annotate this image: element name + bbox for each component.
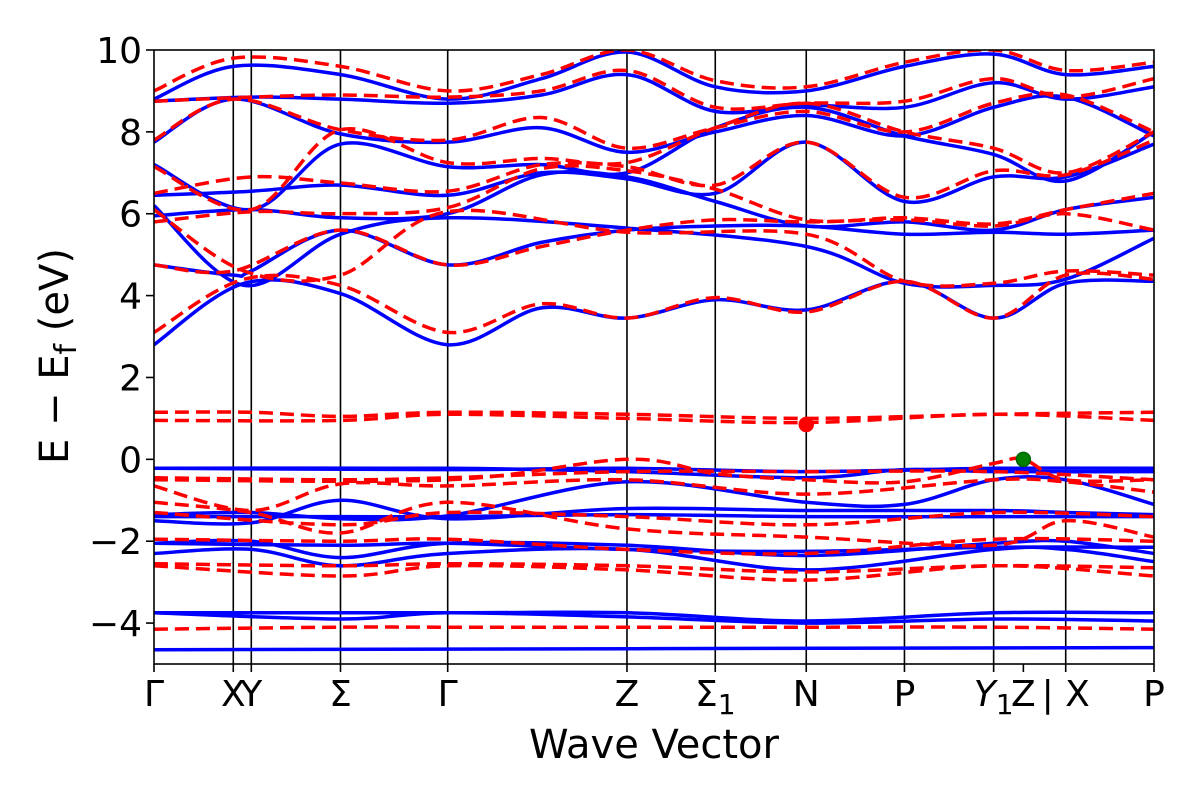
dashed-band-11 [154,271,1154,335]
vbm-marker [1015,451,1032,468]
cbm-marker [798,416,815,433]
solid-band-13 [154,204,1154,289]
series-dashed [154,50,1154,631]
dashed-band-5 [154,510,1154,527]
x-tick-label-4: Γ [438,674,458,715]
solid-band-2 [154,611,1154,625]
y-tick-label-6: −2 [89,522,142,563]
plot-background [154,50,1154,664]
dashed-band-13 [154,208,1154,288]
extremum-markers [153,49,1155,665]
dashed-band-16 [154,101,1154,212]
dashed-band-7 [154,469,1154,482]
bands [154,50,1154,652]
solid-band-14 [154,169,1154,233]
x-tick-label-3: Σ [329,674,352,715]
solid-band-4 [154,538,1154,560]
x-tick-label-12: P [1143,674,1165,715]
y-tick-label-7: −4 [89,604,142,645]
dashed-band-17 [154,91,1154,150]
plot-frame [153,49,1155,665]
dashed-band-18 [154,68,1154,111]
y-ticks: 10 8 6 4 2 0 −2 −4 [89,31,154,645]
y-tick-label-5: 0 [119,440,142,481]
y-tick-label-4: 2 [119,358,142,399]
solid-band-17 [154,93,1154,155]
dashed-band-4 [154,500,1154,548]
dashed-band-0 [154,625,1154,631]
solid-band-18 [154,72,1154,115]
y-tick-label-3: 4 [119,277,142,318]
dashed-band-10 [154,410,1154,421]
y-tick-label-0: 10 [96,31,142,72]
solid-band-19 [154,50,1154,101]
y-tick-label-1: 8 [119,113,142,154]
dashed-band-9 [154,412,1154,425]
x-axis-title: Wave Vector [529,722,780,768]
y-axis-title: E − Ef (eV) [32,248,84,464]
solid-band-0 [154,645,1154,652]
solid-band-6 [154,498,1154,526]
x-tick-label-5: Z [615,674,640,715]
x-tick-label-9: Y1 [974,674,1014,721]
dashed-band-12 [154,211,1154,275]
kpoint-lines [232,50,1067,664]
x-tick-label-0: Γ [144,674,164,715]
dashed-band-3 [154,536,1154,556]
solid-band-1 [154,610,1154,623]
dashed-band-1 [154,561,1154,574]
dashed-band-6 [154,477,1154,513]
dashed-band-2 [154,563,1154,582]
x-tick-label-2: Y [239,674,263,715]
solid-band-10 [154,466,1154,474]
x-tick-label-10: Z [1011,674,1036,715]
solid-band-16 [154,105,1154,212]
solid-band-15 [154,140,1154,205]
dashed-band-8 [154,456,1154,485]
x-tick-label-1: X [221,674,246,715]
x-tick-label-11: | X [1042,674,1090,715]
plot-area [154,50,1154,664]
x-tick-label-8: P [894,674,916,715]
dashed-band-15 [154,138,1154,200]
x-tick-label-7: N [793,674,820,715]
solid-band-7 [154,512,1154,519]
y-tick-label-2: 6 [119,195,142,236]
x-tick-label-6: Σ1 [695,674,736,721]
